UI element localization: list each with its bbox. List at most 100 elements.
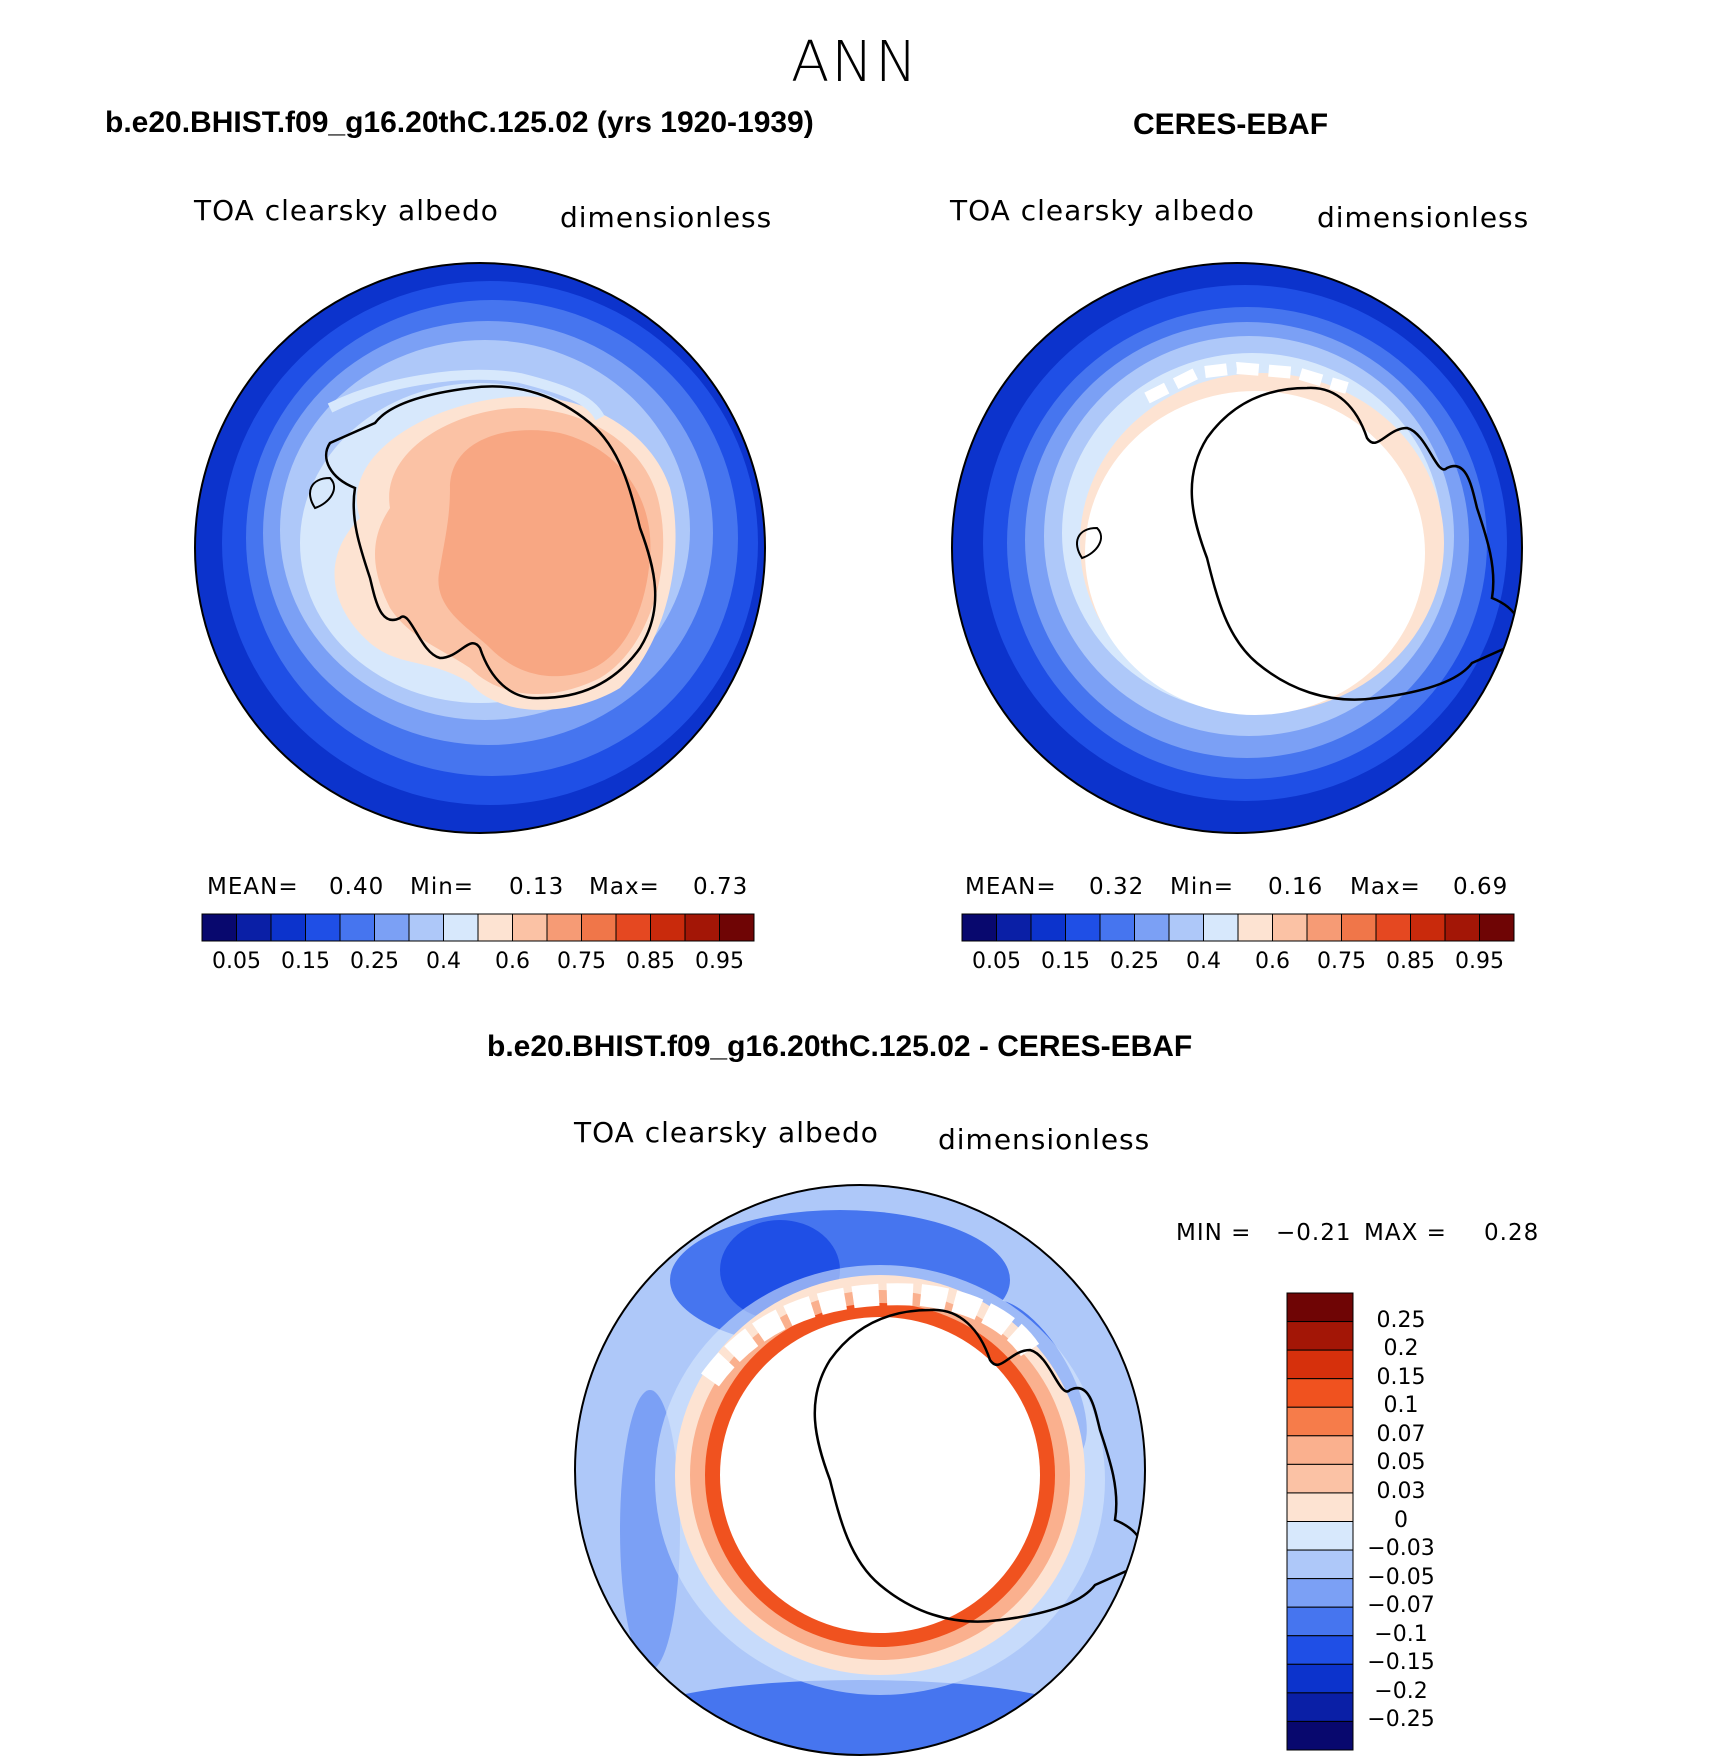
colorbar-tick-label: 0.07 bbox=[1376, 1421, 1426, 1447]
colorbar-swatch bbox=[512, 913, 548, 942]
obs-polar-map bbox=[951, 262, 1523, 834]
colorbar-swatch bbox=[408, 913, 444, 942]
colorbar-tick-label: 0.75 bbox=[1317, 949, 1366, 974]
colorbar-tick-label: −0.03 bbox=[1367, 1536, 1435, 1562]
diff-colorbar bbox=[1286, 1292, 1354, 1751]
colorbar-tick-label: 0.05 bbox=[972, 949, 1021, 974]
colorbar-tick-label: 0.15 bbox=[1376, 1364, 1426, 1390]
colorbar-swatch bbox=[1286, 1435, 1354, 1465]
colorbar-tick-label: 0.15 bbox=[281, 949, 330, 974]
colorbar-swatch bbox=[1286, 1692, 1354, 1722]
colorbar-swatch bbox=[1286, 1720, 1354, 1751]
colorbar-tick-label: −0.1 bbox=[1374, 1621, 1428, 1647]
colorbar-swatch bbox=[961, 913, 997, 942]
obs-case-title: CERES-EBAF bbox=[1133, 108, 1329, 141]
model-colorbar bbox=[201, 913, 755, 942]
colorbar-swatch bbox=[201, 913, 237, 942]
colorbar-swatch bbox=[1286, 1635, 1354, 1665]
colorbar-swatch bbox=[339, 913, 375, 942]
colorbar-swatch bbox=[1410, 913, 1446, 942]
model-variable-label: TOA clearsky albedo bbox=[194, 194, 499, 227]
model-max-value: 0.73 bbox=[693, 874, 749, 900]
colorbar-swatch bbox=[1099, 913, 1135, 942]
colorbar-swatch bbox=[1134, 913, 1170, 942]
diff-max-value: 0.28 bbox=[1484, 1220, 1540, 1246]
colorbar-swatch bbox=[1444, 913, 1480, 942]
model-mean-value: 0.40 bbox=[329, 874, 385, 900]
colorbar-swatch bbox=[1286, 1492, 1354, 1522]
obs-colorbar bbox=[961, 913, 1515, 942]
colorbar-swatch bbox=[1286, 1606, 1354, 1637]
model-polar-map bbox=[194, 262, 766, 834]
model-units-label: dimensionless bbox=[560, 201, 773, 234]
colorbar-swatch bbox=[1286, 1549, 1354, 1580]
obs-max-label: Max= bbox=[1350, 874, 1421, 900]
colorbar-swatch bbox=[1286, 1292, 1354, 1323]
colorbar-tick-label: 0.03 bbox=[1376, 1478, 1426, 1504]
colorbar-swatch bbox=[650, 913, 686, 942]
colorbar-tick-label: 0.85 bbox=[626, 949, 675, 974]
model-mean-label: MEAN= bbox=[207, 874, 299, 900]
colorbar-swatch bbox=[236, 913, 272, 942]
colorbar-swatch bbox=[1286, 1463, 1354, 1494]
model-min-value: 0.13 bbox=[509, 874, 565, 900]
colorbar-tick-label: 0.95 bbox=[695, 949, 744, 974]
model-min-label: Min= bbox=[410, 874, 475, 900]
colorbar-swatch bbox=[684, 913, 720, 942]
colorbar-swatch bbox=[581, 913, 617, 942]
obs-min-value: 0.16 bbox=[1268, 874, 1324, 900]
colorbar-tick-label: 0.95 bbox=[1455, 949, 1504, 974]
colorbar-swatch bbox=[1168, 913, 1204, 942]
obs-max-value: 0.69 bbox=[1453, 874, 1509, 900]
colorbar-tick-label: 0.25 bbox=[350, 949, 399, 974]
colorbar-tick-label: 0.6 bbox=[495, 949, 530, 974]
colorbar-swatch bbox=[1341, 913, 1377, 942]
colorbar-tick-label: 0.05 bbox=[1376, 1450, 1426, 1476]
colorbar-tick-label: −0.05 bbox=[1367, 1564, 1435, 1590]
colorbar-tick-label: −0.25 bbox=[1367, 1707, 1435, 1733]
colorbar-tick-label: 0.2 bbox=[1383, 1336, 1419, 1362]
colorbar-swatch bbox=[719, 913, 755, 942]
colorbar-tick-label: 0.15 bbox=[1041, 949, 1090, 974]
obs-variable-label: TOA clearsky albedo bbox=[950, 194, 1255, 227]
colorbar-swatch bbox=[1203, 913, 1239, 942]
colorbar-swatch bbox=[305, 913, 341, 942]
colorbar-swatch bbox=[546, 913, 582, 942]
colorbar-tick-label: 0.05 bbox=[212, 949, 261, 974]
colorbar-tick-label: −0.2 bbox=[1374, 1678, 1428, 1704]
colorbar-tick-label: −0.07 bbox=[1367, 1593, 1435, 1619]
diff-max-label: MAX = bbox=[1364, 1220, 1447, 1246]
colorbar-swatch bbox=[1286, 1406, 1354, 1437]
colorbar-tick-label: 0.6 bbox=[1255, 949, 1290, 974]
colorbar-swatch bbox=[1237, 913, 1273, 942]
colorbar-swatch bbox=[1272, 913, 1308, 942]
colorbar-swatch bbox=[1286, 1521, 1354, 1551]
colorbar-swatch bbox=[270, 913, 306, 942]
colorbar-tick-label: 0.85 bbox=[1386, 949, 1435, 974]
colorbar-swatch bbox=[477, 913, 513, 942]
colorbar-swatch bbox=[1375, 913, 1411, 942]
colorbar-swatch bbox=[615, 913, 651, 942]
obs-min-label: Min= bbox=[1170, 874, 1235, 900]
colorbar-tick-label: 0.4 bbox=[426, 949, 461, 974]
colorbar-swatch bbox=[1286, 1578, 1354, 1608]
diff-min-label: MIN = bbox=[1176, 1220, 1252, 1246]
diff-min-value: −0.21 bbox=[1276, 1220, 1352, 1246]
colorbar-swatch bbox=[1065, 913, 1101, 942]
colorbar-swatch bbox=[1286, 1378, 1354, 1408]
diff-units-label: dimensionless bbox=[938, 1123, 1151, 1156]
model-case-title: b.e20.BHIST.f09_g16.20thC.125.02 (yrs 19… bbox=[105, 106, 814, 139]
colorbar-swatch bbox=[1030, 913, 1066, 942]
model-max-label: Max= bbox=[589, 874, 660, 900]
diff-case-title: b.e20.BHIST.f09_g16.20thC.125.02 - CERES… bbox=[487, 1030, 1193, 1063]
diff-variable-label: TOA clearsky albedo bbox=[574, 1116, 879, 1149]
obs-mean-value: 0.32 bbox=[1089, 874, 1145, 900]
colorbar-tick-label: 0 bbox=[1394, 1507, 1408, 1533]
colorbar-swatch bbox=[1286, 1349, 1354, 1380]
colorbar-swatch bbox=[1479, 913, 1515, 942]
colorbar-tick-label: 0.4 bbox=[1186, 949, 1221, 974]
figure-title: ANN bbox=[790, 30, 920, 95]
colorbar-swatch bbox=[374, 913, 410, 942]
colorbar-swatch bbox=[996, 913, 1032, 942]
diff-polar-map bbox=[574, 1184, 1146, 1756]
